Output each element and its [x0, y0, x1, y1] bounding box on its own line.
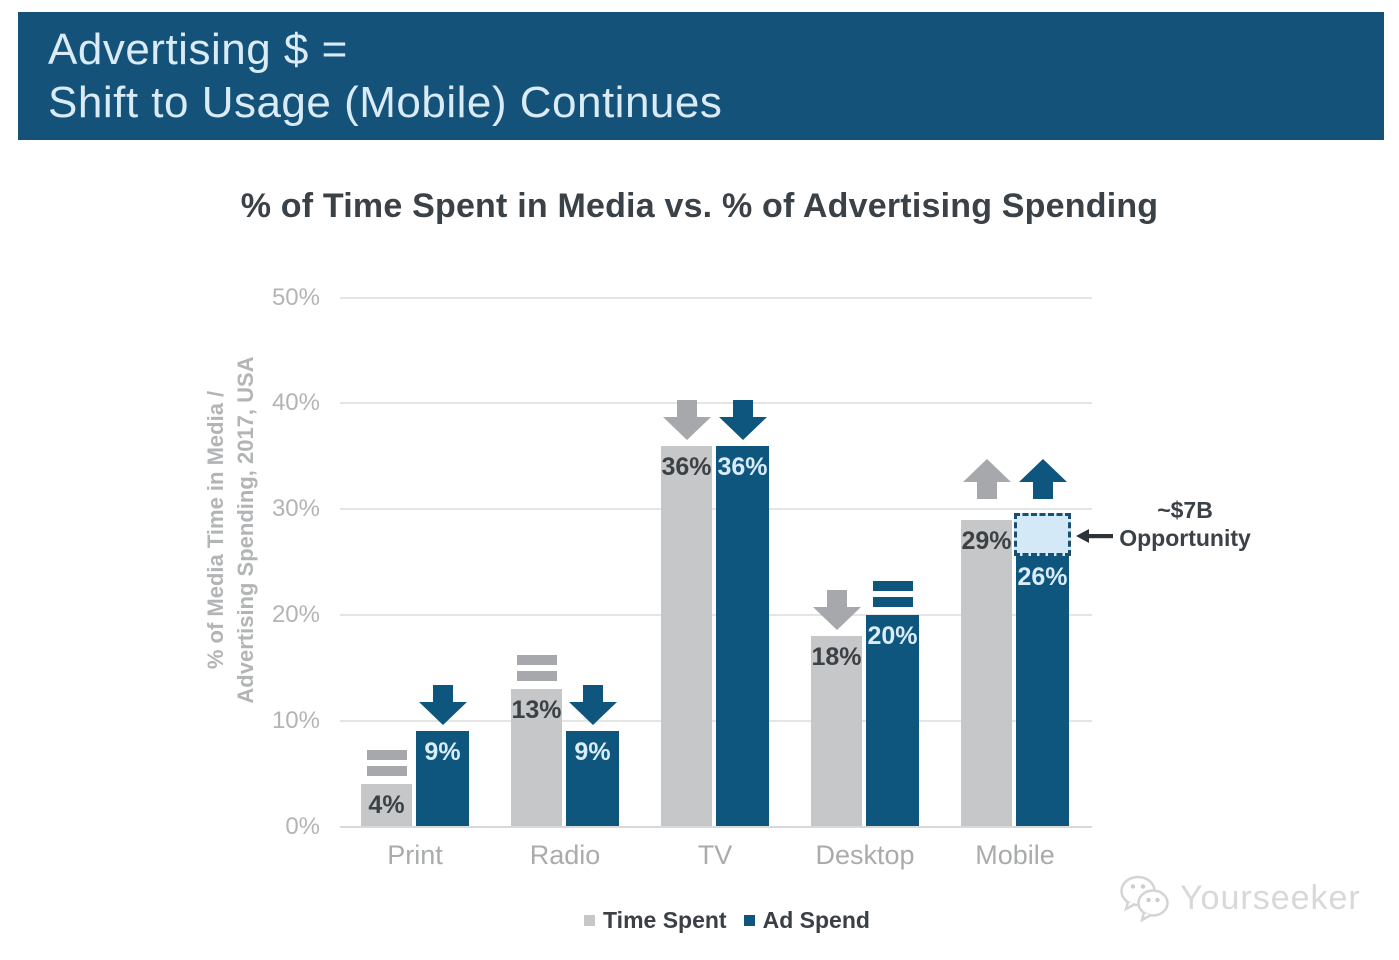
x-category-label-radio: Radio [529, 840, 601, 870]
trend-down-icon-tv-ad-spend [718, 399, 767, 445]
x-category-label-print: Print [387, 840, 443, 870]
watermark-text: Yourseeker [1180, 878, 1361, 917]
bar-value-label-print-time-spent: 4% [368, 791, 405, 820]
trend-flat-icon-radio-time-spent [516, 654, 557, 686]
bar-radio-time-spent [511, 688, 562, 827]
banner-title-line2: Shift to Usage (Mobile) Continues [48, 78, 723, 127]
legend-label-ad-spend: Ad Spend [762, 906, 870, 933]
opportunity-box [1014, 512, 1071, 557]
bar-value-label-tv-ad-spend: 36% [717, 452, 768, 481]
x-category-label-tv: TV [697, 840, 733, 870]
bar-tv-time-spent [661, 445, 712, 827]
chart-legend: Time Spent Ad Spend [0, 905, 1399, 935]
trend-down-icon-radio-ad-spend [568, 685, 617, 730]
legend-item-ad-spend: Ad Spend [743, 906, 870, 933]
y-tick-label-10%: 10% [271, 706, 320, 734]
trend-down-icon-tv-time-spent [662, 399, 711, 445]
gridline-40% [340, 402, 1092, 405]
watermark: Yourseeker [1116, 874, 1361, 922]
y-tick-label-0%: 0% [285, 812, 320, 840]
chat-bubbles-logo-icon [1120, 875, 1169, 922]
trend-up-icon-mobile-time-spent [962, 458, 1011, 504]
trend-down-icon-print-ad-spend [418, 685, 467, 730]
opportunity-annotation: ~$7B Opportunity [1105, 496, 1265, 552]
opportunity-annotation-line1: ~$7B [1157, 497, 1213, 523]
y-tick-label-50%: 50% [271, 283, 320, 311]
trend-flat-icon-print-time-spent [366, 750, 407, 781]
bar-value-label-mobile-ad-spend: 26% [1017, 563, 1068, 592]
bar-print-ad-spend [416, 731, 469, 827]
bar-desktop-time-spent [811, 636, 862, 827]
bar-value-label-desktop-time-spent: 18% [811, 643, 862, 672]
y-tick-label-40%: 40% [271, 389, 320, 417]
x-category-label-mobile: Mobile [975, 840, 1055, 870]
legend-swatch-blue [743, 914, 755, 926]
banner-title-line1: Advertising $ = [48, 25, 348, 74]
legend-item-time-spent: Time Spent [584, 906, 727, 933]
chart-title: % of Time Spent in Media vs. % of Advert… [240, 187, 1159, 225]
slide-banner: Advertising $ = Shift to Usage (Mobile) … [18, 12, 1384, 140]
bar-value-label-radio-time-spent: 13% [511, 695, 562, 724]
bar-value-label-print-ad-spend: 9% [424, 738, 461, 767]
legend-label-time-spent: Time Spent [603, 906, 727, 933]
legend-swatch-gray [584, 914, 596, 926]
bar-value-label-tv-time-spent: 36% [661, 452, 712, 481]
y-tick-label-30%: 30% [271, 495, 320, 523]
trend-flat-icon-desktop-ad-spend [872, 580, 913, 612]
bar-value-label-desktop-ad-spend: 20% [867, 621, 918, 650]
bar-tv-ad-spend [716, 445, 769, 827]
gridline-0% [340, 825, 1092, 828]
gridline-50% [340, 296, 1092, 299]
bar-value-label-mobile-time-spent: 29% [961, 526, 1012, 555]
opportunity-pointer-arrow [1076, 527, 1113, 550]
opportunity-annotation-line2: Opportunity [1119, 525, 1251, 551]
bar-radio-ad-spend [566, 731, 619, 827]
x-category-label-desktop: Desktop [815, 840, 915, 870]
bar-mobile-time-spent [961, 519, 1012, 827]
bar-print-time-spent [361, 784, 412, 827]
bar-desktop-ad-spend [866, 614, 919, 827]
y-tick-label-20%: 20% [271, 600, 320, 628]
trend-down-icon-desktop-time-spent [812, 590, 861, 635]
bar-value-label-radio-ad-spend: 9% [574, 738, 611, 767]
trend-up-icon-mobile-ad-spend [1018, 458, 1067, 504]
bar-mobile-ad-spend [1016, 551, 1069, 827]
